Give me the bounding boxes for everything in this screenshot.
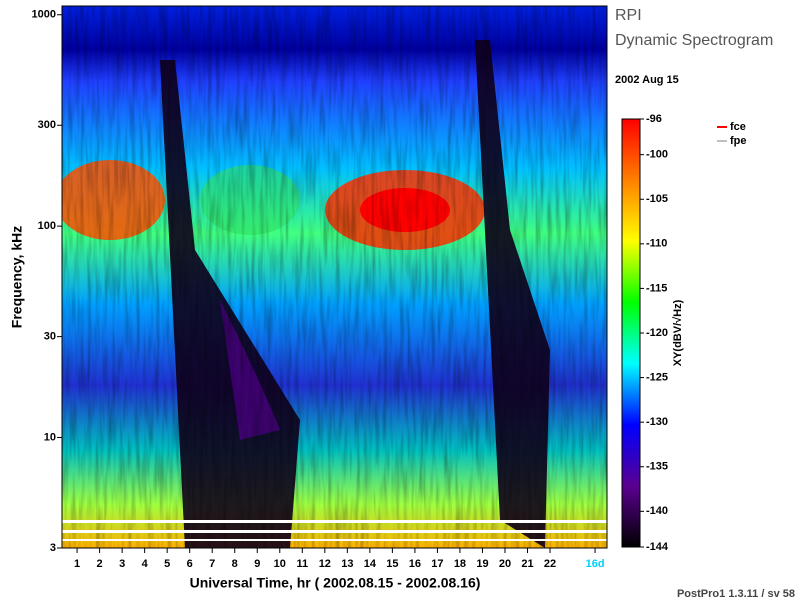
x-tick-label: 15 <box>386 558 398 570</box>
x-tick-label: 1 <box>74 558 80 570</box>
colorbar-tick-label: -96 <box>646 113 662 125</box>
y-tick-label: 1000 <box>32 9 56 21</box>
y-axis-label: Frequency, kHz <box>9 226 25 328</box>
colorbar <box>621 118 641 548</box>
plot-frame <box>61 5 608 549</box>
colorbar-tick-label: -140 <box>646 505 668 517</box>
spectrogram-image <box>62 6 607 548</box>
x-tick-label: 13 <box>341 558 353 570</box>
x-axis-label: Universal Time, hr ( 2002.08.15 - 2002.0… <box>190 575 481 591</box>
y-tick-label: 3 <box>50 542 56 554</box>
x-tick-label: 2 <box>97 558 103 570</box>
y-tick-label: 10 <box>44 431 56 443</box>
x-tick-label: 4 <box>142 558 149 570</box>
y-tick-label: 300 <box>38 119 56 131</box>
footer: PostPro1 1.3.11 / sv 58 <box>677 588 795 600</box>
colorbar-tick-label: -105 <box>646 193 668 205</box>
x-tick-label: 18 <box>454 558 466 570</box>
colorbar-tick-label: -110 <box>646 238 667 250</box>
x-tick-label: 21 <box>521 558 533 570</box>
colorbar-tick-label: -120 <box>646 327 668 339</box>
x-tick-label: 9 <box>254 558 260 570</box>
x-tick-label: 16d <box>586 558 605 570</box>
colorbar-tick-label: -115 <box>646 282 667 294</box>
x-tick-label: 16 <box>409 558 421 570</box>
legend-label: fpe <box>730 135 747 147</box>
subtitle: Dynamic Spectrogram <box>615 32 773 49</box>
x-tick-label: 8 <box>232 558 238 570</box>
legend-label: fce <box>730 121 746 133</box>
x-tick-label: 22 <box>544 558 556 570</box>
colorbar-tick-label: -135 <box>646 461 668 473</box>
x-tick-label: 19 <box>476 558 488 570</box>
x-tick-label: 7 <box>209 558 215 570</box>
x-tick-label: 3 <box>119 558 125 570</box>
x-tick-label: 14 <box>364 558 377 570</box>
colorbar-tick-label: -100 <box>646 149 668 161</box>
x-tick-label: 5 <box>164 558 170 570</box>
y-tick-label: 100 <box>38 220 56 232</box>
x-tick-label: 20 <box>499 558 511 570</box>
date: 2002 Aug 15 <box>615 74 679 86</box>
x-tick-label: 6 <box>187 558 193 570</box>
title: RPI <box>615 7 642 24</box>
x-tick-label: 17 <box>431 558 443 570</box>
x-tick-label: 11 <box>296 558 308 570</box>
x-tick-label: 12 <box>319 558 331 570</box>
y-tick-label: 30 <box>44 331 56 343</box>
colorbar-tick-label: -130 <box>646 416 668 428</box>
colorbar-tick-label: -144 <box>646 541 669 553</box>
colorbar-tick-label: -125 <box>646 371 668 383</box>
colorbar-label: XY(dBV/√Hz) <box>672 299 684 366</box>
x-tick-label: 10 <box>274 558 286 570</box>
